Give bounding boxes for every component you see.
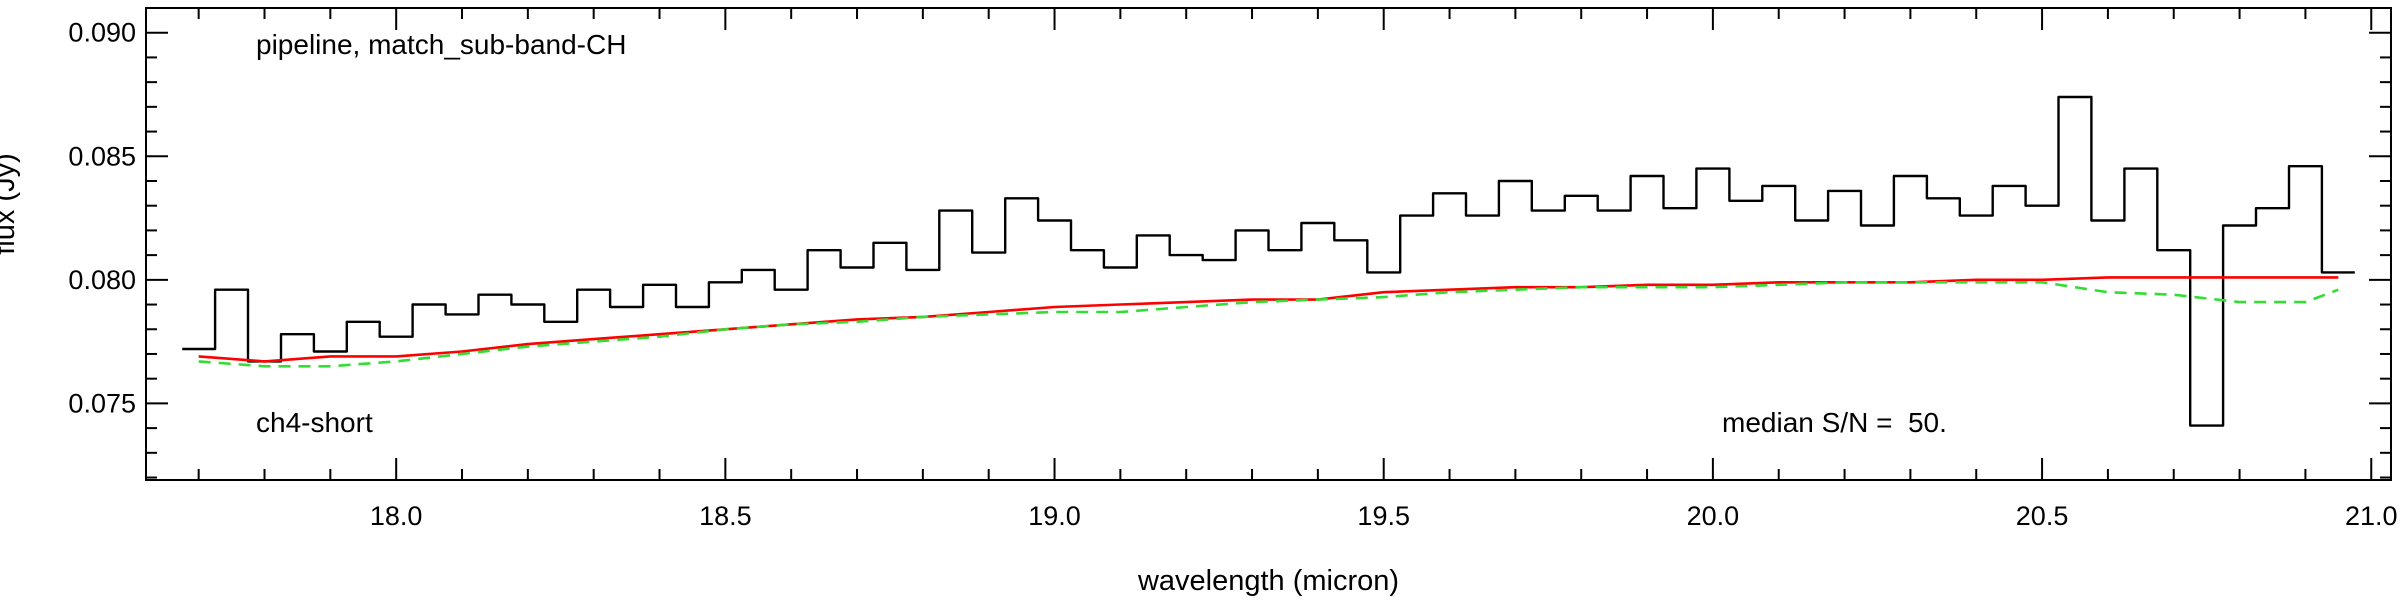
annotation-channel: ch4-short: [256, 407, 373, 438]
x-tick-label: 21.0: [2345, 501, 2398, 531]
series-group: [182, 95, 2355, 427]
x-tick-label: 19.5: [1357, 501, 1410, 531]
annotation-median-sn: median S/N = 50.: [1722, 407, 1947, 438]
y-tick-label: 0.085: [68, 141, 136, 171]
x-axis-label: wavelength (micron): [1137, 565, 1399, 597]
series-line-1: [182, 95, 2355, 427]
tick-labels: 18.0 18.5 19.0 19.5 20.0 20.5 21.0 0.075 0.080 0.…: [68, 18, 2397, 531]
axis-ticks: [146, 7, 2391, 480]
y-tick-label: 0.090: [68, 18, 136, 48]
plot-frame: [145, 7, 2392, 481]
x-tick-label: 18.0: [370, 501, 423, 531]
series-line-3: [198, 281, 2339, 368]
y-tick-label: 0.075: [68, 388, 136, 418]
x-tick-label: 20.5: [2016, 501, 2069, 531]
y-tick-label: 0.080: [68, 265, 136, 295]
x-tick-label: 19.0: [1028, 501, 1081, 531]
y-axis-label: flux (Jy): [0, 153, 21, 255]
x-tick-label: 18.5: [699, 501, 752, 531]
annotation-pipeline: pipeline, match_sub-band-CH: [256, 29, 626, 60]
x-tick-label: 20.0: [1687, 501, 1740, 531]
